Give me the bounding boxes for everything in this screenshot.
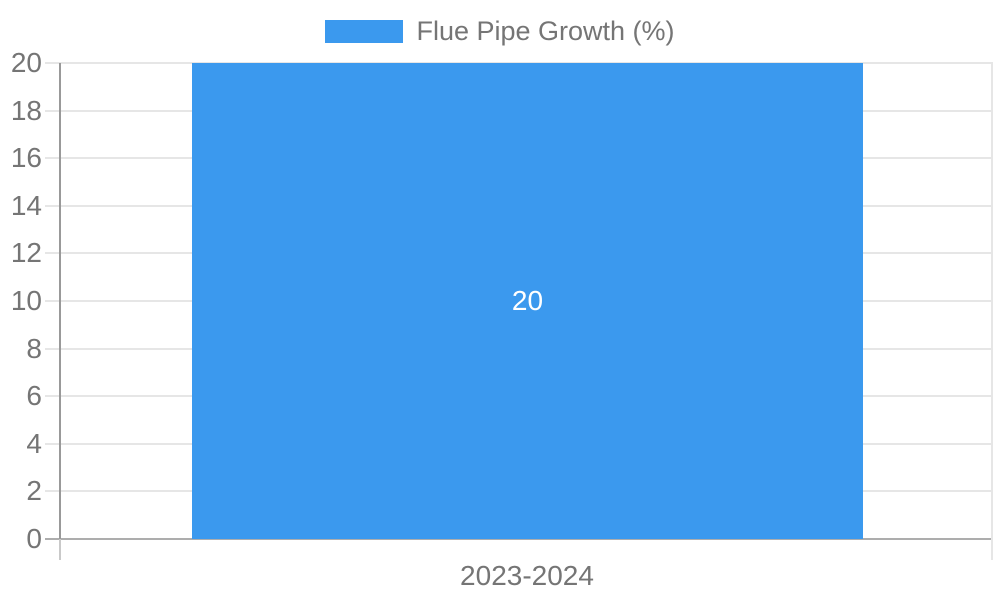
x-axis-left-tick bbox=[59, 539, 61, 560]
x-axis-baseline bbox=[45, 538, 993, 540]
y-tick-label: 4 bbox=[26, 427, 42, 459]
bar-value-label: 20 bbox=[511, 285, 544, 316]
y-tick-label: 16 bbox=[10, 142, 42, 174]
y-tick-label: 6 bbox=[26, 380, 42, 412]
y-tick-label: 20 bbox=[10, 47, 42, 78]
chart-legend[interactable]: Flue Pipe Growth (%) bbox=[0, 14, 1000, 48]
legend-swatch bbox=[325, 19, 404, 43]
y-tick-label: 18 bbox=[10, 94, 42, 126]
plot-area: 20 bbox=[45, 62, 993, 560]
y-tick-label: 2 bbox=[26, 475, 42, 507]
y-axis-line bbox=[59, 63, 61, 539]
y-tick-label: 12 bbox=[10, 237, 42, 269]
legend-label: Flue Pipe Growth (%) bbox=[416, 15, 675, 46]
y-tick-label: 14 bbox=[10, 189, 42, 221]
y-tick-label: 8 bbox=[26, 332, 42, 364]
y-tick-label: 10 bbox=[10, 285, 42, 316]
y-tick-label: 0 bbox=[26, 523, 42, 554]
right-edge-gridline bbox=[991, 63, 993, 560]
x-axis-category-label: 2023-2024 bbox=[460, 560, 594, 591]
bar-2023-2024[interactable]: 20 bbox=[192, 63, 863, 539]
y-axis: 0 2 4 6 8 10 12 14 16 18 20 bbox=[0, 0, 42, 600]
